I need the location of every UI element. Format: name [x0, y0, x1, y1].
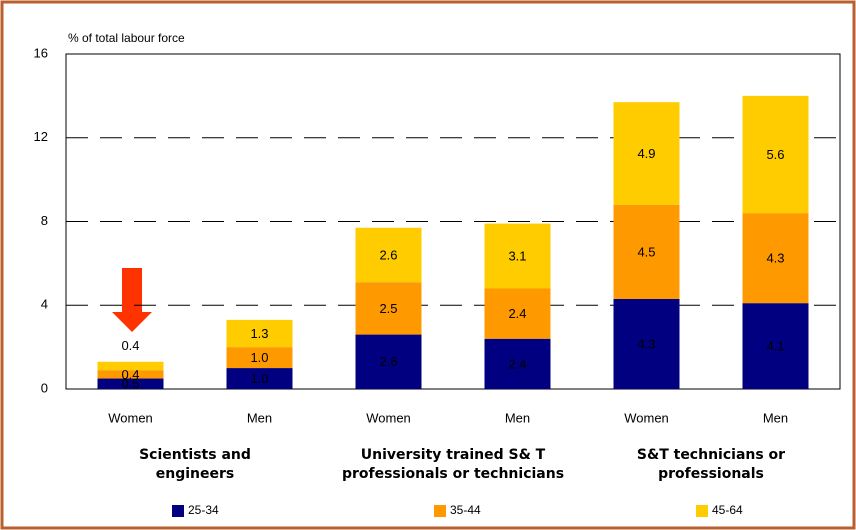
value-label: 0.5: [121, 376, 139, 391]
x-tick-label: Women: [624, 410, 669, 425]
legend-swatch: [172, 505, 184, 517]
value-label: 1.0: [250, 371, 268, 386]
group-label: University trained S& T: [361, 447, 546, 463]
bar-segment: [484, 288, 551, 339]
bar-segment: [97, 361, 164, 371]
y-tick-label: 12: [34, 129, 48, 144]
x-tick-label: Men: [247, 410, 272, 425]
bar-segment: [742, 95, 809, 214]
bar-segment: [613, 298, 680, 389]
value-label: 2.5: [379, 301, 397, 316]
value-label: 4.9: [637, 146, 655, 161]
bar-segment: [484, 223, 551, 289]
value-label: 5.6: [766, 147, 784, 162]
legend-label: 45-64: [712, 503, 743, 517]
value-label: 0.4: [121, 338, 139, 353]
group-label: Scientists and: [139, 447, 251, 463]
arrow-annotation: [112, 268, 152, 332]
bar-segment: [742, 213, 809, 304]
value-label: 2.6: [379, 354, 397, 369]
group-label: engineers: [156, 466, 234, 482]
bar-segment: [226, 347, 293, 369]
y-tick-label: 8: [41, 213, 48, 228]
group-label: professionals or technicians: [342, 466, 564, 482]
y-tick-label: 16: [34, 45, 48, 60]
y-tick-label: 4: [41, 297, 48, 312]
value-label: 4.3: [637, 336, 655, 351]
legend-swatch: [434, 505, 446, 517]
bar-segment: [97, 370, 164, 379]
value-label: 1.3: [250, 326, 268, 341]
legend-label: 35-44: [450, 503, 481, 517]
bar-segment: [355, 334, 422, 389]
x-tick-label: Men: [505, 410, 530, 425]
bar-segment: [484, 338, 551, 389]
y-tick-label: 0: [41, 380, 48, 395]
x-tick-label: Women: [366, 410, 411, 425]
value-label: 2.4: [508, 356, 526, 371]
bar-segment: [742, 303, 809, 389]
bar-segment: [613, 102, 680, 205]
value-label: 0.4: [121, 367, 139, 382]
value-label: 3.1: [508, 248, 526, 263]
group-label: S&T technicians or: [637, 447, 785, 463]
value-label: 4.5: [637, 244, 655, 259]
x-tick-label: Women: [108, 410, 153, 425]
y-axis-label: % of total labour force: [68, 31, 185, 45]
bar-segment: [355, 282, 422, 335]
value-label: 2.4: [508, 306, 526, 321]
group-label: professionals: [658, 466, 764, 482]
bar-segment: [355, 227, 422, 283]
value-label: 2.6: [379, 247, 397, 262]
x-tick-label: Men: [763, 410, 788, 425]
bar-segment: [226, 319, 293, 348]
legend-label: 25-34: [188, 503, 219, 517]
bar-segment: [97, 378, 164, 389]
value-label: 4.3: [766, 251, 784, 266]
legend-swatch: [696, 505, 708, 517]
value-label: 4.1: [766, 339, 784, 354]
value-label: 1.0: [250, 350, 268, 365]
bar-segment: [613, 204, 680, 299]
bar-segment: [226, 368, 293, 389]
